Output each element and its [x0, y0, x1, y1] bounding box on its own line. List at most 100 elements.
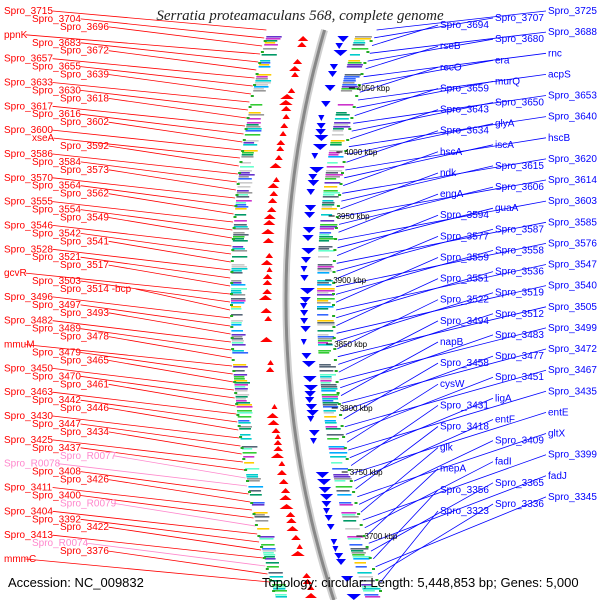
forward-gene-arrow [267, 198, 278, 203]
boundary-dot [342, 436, 346, 438]
feature-stripe [349, 54, 360, 56]
boundary-dot [355, 95, 359, 97]
forward-gene-arrow [271, 404, 278, 409]
reverse-gene-arrow [304, 205, 317, 211]
feature-stripe [270, 580, 282, 582]
feature-stripe [326, 434, 344, 436]
feature-stripe [328, 446, 345, 448]
gene-label: Spro_3707 [495, 13, 544, 24]
gene-label: Spro_3450 [4, 363, 53, 374]
feature-stripe [349, 544, 363, 546]
feature-stripe [341, 512, 357, 514]
feature-stripe [244, 134, 261, 136]
gene-label: Spro_3554 [32, 205, 81, 216]
feature-stripe [318, 248, 330, 250]
feature-stripe [259, 536, 275, 538]
forward-gene-arrow [273, 446, 283, 451]
leader-line [367, 38, 494, 62]
leader-line [108, 98, 247, 119]
forward-gene-arrow [305, 593, 317, 598]
feature-stripe [253, 512, 268, 514]
feature-stripe [234, 388, 248, 390]
boundary-dot [254, 524, 258, 526]
boundary-dot [350, 117, 354, 119]
feature-stripe [334, 478, 352, 480]
feature-stripe [254, 84, 268, 86]
feature-stripe [317, 308, 329, 310]
gene-label: Spro_3336 [495, 499, 544, 510]
feature-stripe [246, 122, 261, 124]
reverse-gene-arrow [321, 501, 332, 507]
boundary-dot [268, 579, 272, 581]
leader-line [336, 292, 494, 342]
feature-stripe [357, 572, 372, 574]
leader-line [108, 383, 236, 407]
accession-text: Accession: NC_009832 [8, 575, 144, 590]
feature-stripe [272, 586, 287, 588]
boundary-dot [372, 568, 375, 570]
boundary-dot [346, 139, 350, 141]
boundary-dot [332, 315, 336, 317]
reverse-gene-arrow [306, 410, 319, 416]
forward-gene-arrow [280, 94, 294, 99]
feature-stripe [247, 118, 261, 120]
forward-gene-arrow [307, 585, 315, 590]
gene-label: Spro_3400 [32, 491, 81, 502]
feature-stripe [233, 236, 245, 238]
leader-line [52, 487, 252, 511]
feature-stripe [266, 36, 282, 38]
feature-stripe [365, 596, 381, 598]
feature-stripe [322, 402, 339, 404]
leader-line [338, 193, 439, 233]
leader-line [108, 169, 236, 191]
feature-stripe [345, 528, 360, 530]
boundary-dot [231, 359, 235, 361]
boundary-dot [344, 150, 348, 152]
feature-stripe [333, 124, 349, 126]
feature-stripe [262, 550, 277, 552]
feature-stripe [240, 438, 252, 440]
gene-label: Spro_3657 [4, 54, 53, 65]
leader-line [350, 405, 439, 466]
leader-line [335, 250, 494, 295]
feature-stripe [251, 504, 265, 506]
feature-stripe [343, 520, 357, 522]
boundary-dot [352, 491, 356, 493]
forward-gene-arrow [280, 488, 291, 493]
boundary-dot [260, 51, 264, 53]
feature-stripe [319, 374, 336, 376]
leader-line [52, 296, 231, 319]
feature-stripe [254, 86, 269, 88]
feature-stripe [346, 66, 363, 68]
leader-line [80, 375, 235, 399]
reverse-gene-arrow [320, 494, 334, 500]
gene-label: Spro_3494 [440, 316, 489, 327]
boundary-dot [236, 183, 240, 185]
feature-stripe [275, 596, 287, 598]
boundary-dot [343, 447, 347, 449]
feature-stripe [320, 376, 332, 378]
forward-gene-arrow [271, 428, 281, 433]
leader-line [52, 248, 231, 271]
feature-stripe [257, 528, 270, 530]
feature-stripe [359, 580, 375, 582]
feature-stripe [254, 516, 270, 518]
feature-stripe [322, 404, 338, 406]
reverse-gene-arrow [307, 180, 320, 186]
boundary-dot [250, 502, 254, 504]
gene-label: Spro_3592 [60, 141, 109, 152]
feature-stripe [231, 298, 246, 300]
gene-label: Spro_3542 [32, 228, 81, 239]
forward-gene-arrow [296, 544, 303, 549]
gene-label: Spro_3633 [4, 78, 53, 89]
feature-stripe [231, 334, 246, 336]
gene-label: Spro_3376 [60, 546, 109, 557]
gene-label: Spro_3514 -bcp [60, 284, 132, 295]
leader-line [336, 236, 439, 280]
leader-line [380, 510, 439, 583]
leader-line [52, 391, 237, 415]
feature-stripe [321, 214, 333, 216]
feature-stripe [317, 264, 333, 266]
boundary-dot [265, 568, 269, 570]
forward-gene-arrow [274, 434, 282, 439]
